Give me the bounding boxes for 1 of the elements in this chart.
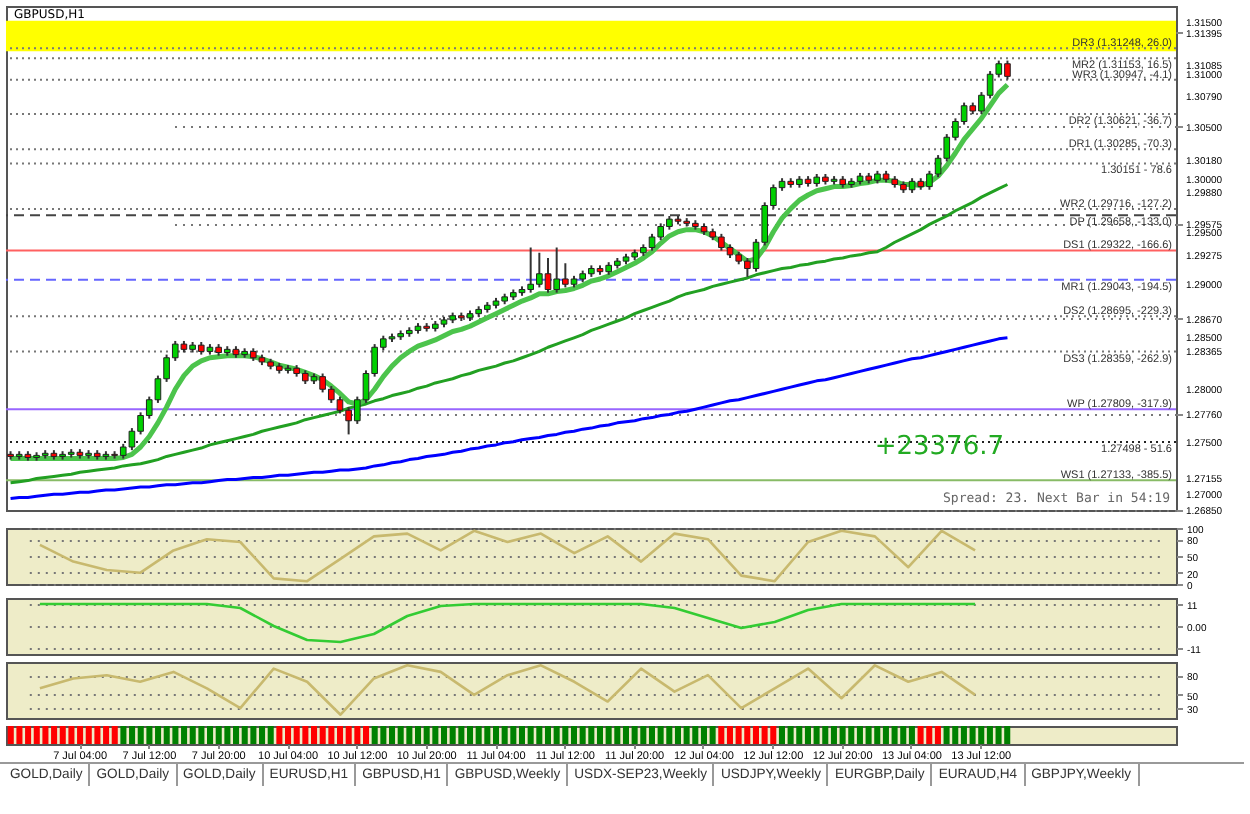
annotation: +23376.7 [874, 432, 1004, 462]
